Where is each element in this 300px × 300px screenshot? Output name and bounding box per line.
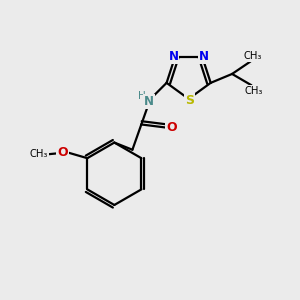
Text: O: O xyxy=(57,146,68,159)
Text: CH₃: CH₃ xyxy=(29,149,48,159)
Text: N: N xyxy=(169,50,178,63)
Text: CH₃: CH₃ xyxy=(244,85,263,96)
Text: H: H xyxy=(138,91,146,101)
Text: O: O xyxy=(166,121,177,134)
Text: N: N xyxy=(199,50,209,63)
Text: N: N xyxy=(144,95,154,108)
Text: S: S xyxy=(185,94,194,106)
Text: CH₃: CH₃ xyxy=(244,51,262,61)
